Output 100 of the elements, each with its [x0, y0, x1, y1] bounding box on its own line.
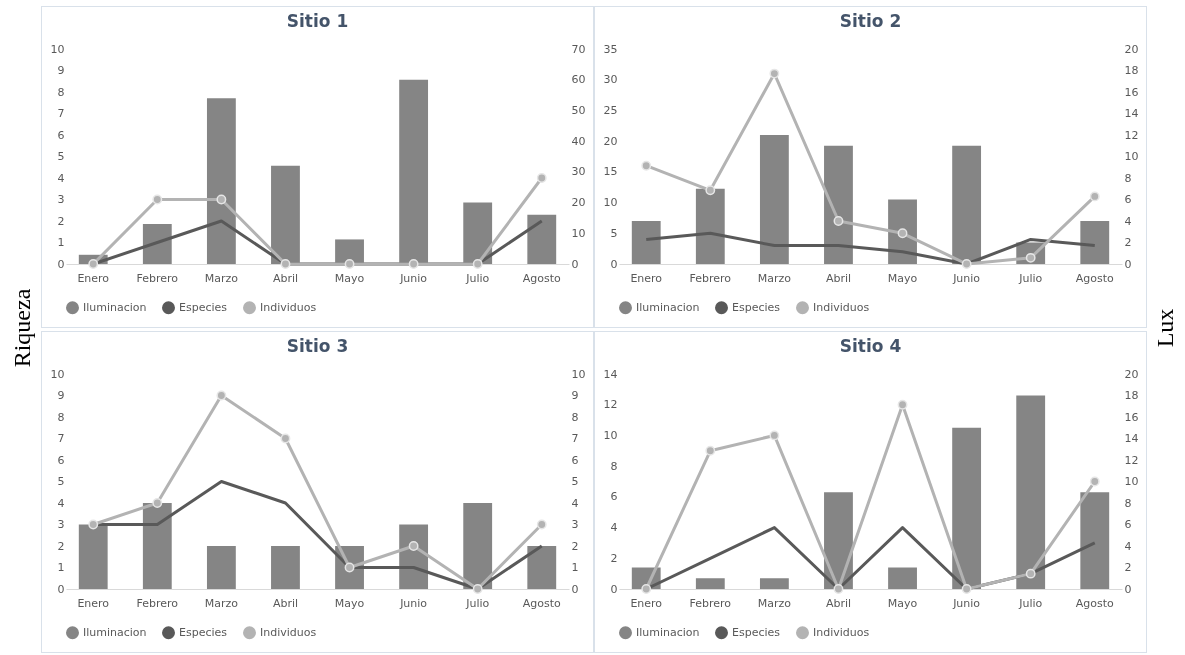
y2-tick-label: 18 — [1124, 389, 1139, 402]
y2-tick-label: 40 — [571, 134, 586, 148]
x-tick-label: Febrero — [689, 271, 732, 285]
legend-label: Especies — [179, 300, 228, 314]
y-tick-label: 25 — [603, 103, 618, 117]
y2-tick-label: 10 — [571, 367, 586, 381]
y2-tick-label: 20 — [1124, 367, 1139, 381]
point — [472, 259, 483, 269]
y2-tick-label: 10 — [1124, 150, 1139, 163]
point — [641, 160, 652, 171]
bar — [631, 221, 661, 264]
point — [344, 259, 355, 269]
y2-tick-label: 6 — [1124, 518, 1132, 531]
y-tick-label: 20 — [603, 134, 618, 148]
x-tick-label: Agosto — [522, 596, 562, 610]
y2-tick-label: 0 — [571, 257, 579, 271]
x-tick-label: Junio — [952, 596, 981, 610]
y-tick-label: 14 — [603, 367, 618, 381]
point — [216, 390, 227, 401]
chart-title: Sitio 4 — [839, 336, 902, 356]
point — [1089, 191, 1100, 202]
bar — [1016, 395, 1046, 589]
y2-tick-label: 10 — [1124, 475, 1139, 488]
y-tick-label: 5 — [57, 150, 65, 163]
x-tick-label: Abril — [825, 596, 852, 610]
bar — [695, 188, 725, 264]
x-tick-label: Enero — [630, 271, 663, 285]
legend-label: Iluminacion — [83, 300, 147, 314]
x-tick-label: Abril — [272, 271, 299, 285]
legend-label: Iluminacion — [83, 625, 147, 639]
y-tick-label: 0 — [57, 257, 65, 271]
bar — [142, 503, 172, 589]
y-tick-label: 35 — [603, 42, 618, 56]
y-tick-label: 10 — [603, 428, 618, 442]
y2-tick-label: 7 — [571, 432, 579, 445]
bar — [463, 202, 493, 264]
point — [408, 259, 419, 269]
bar — [759, 578, 789, 589]
y2-tick-label: 16 — [1124, 410, 1139, 424]
point — [216, 194, 227, 205]
x-tick-label: Febrero — [136, 596, 179, 610]
y-tick-label: 4 — [57, 171, 65, 185]
y2-tick-label: 16 — [1124, 85, 1139, 99]
y-tick-label: 12 — [603, 398, 618, 412]
bar — [888, 567, 917, 589]
y2-tick-label: 70 — [571, 42, 586, 56]
legend-label: Especies — [732, 300, 781, 314]
y2-tick-label: 6 — [571, 453, 579, 467]
x-tick-label: Mayo — [334, 596, 365, 610]
x-tick-label: Junio — [399, 596, 428, 610]
point — [152, 498, 163, 508]
y-axis-title: Riqueza — [8, 288, 36, 368]
legend-label: Especies — [179, 625, 228, 639]
y2-tick-label: 10 — [571, 226, 586, 240]
bar — [1080, 492, 1110, 589]
point — [705, 445, 716, 456]
point — [88, 259, 99, 269]
y2-tick-label: 5 — [571, 475, 579, 488]
y-tick-label: 10 — [50, 42, 65, 56]
y-tick-label: 9 — [57, 389, 65, 402]
y-tick-label: 2 — [57, 214, 65, 228]
bar — [952, 427, 982, 589]
y2-tick-label: 8 — [1124, 171, 1132, 185]
y-tick-label: 8 — [57, 85, 65, 99]
bar — [759, 135, 789, 264]
legend-label: Individuos — [260, 300, 317, 314]
x-tick-label: Mayo — [887, 271, 918, 285]
bar — [206, 546, 236, 589]
y-tick-label: 4 — [610, 521, 618, 535]
point — [897, 399, 908, 410]
point — [280, 433, 291, 444]
bar — [271, 165, 300, 264]
x-tick-label: Abril — [825, 271, 852, 285]
legend-label: Individuos — [813, 625, 870, 639]
y2-tick-label: 9 — [571, 389, 579, 402]
bar — [952, 145, 982, 264]
y-tick-label: 9 — [57, 64, 65, 77]
y2-tick-label: 1 — [571, 561, 579, 574]
chart-title: Sitio 1 — [286, 11, 349, 31]
x-tick-label: Febrero — [689, 596, 732, 610]
y-tick-label: 5 — [57, 475, 65, 488]
y-tick-label: 4 — [57, 496, 65, 510]
x-tick-label: Enero — [630, 596, 663, 610]
point — [833, 216, 844, 226]
y-tick-label: 30 — [603, 73, 618, 87]
x-tick-label: Mayo — [334, 271, 365, 285]
y-tick-label: 15 — [603, 165, 618, 179]
point — [961, 259, 972, 269]
y2-tick-label: 4 — [571, 496, 579, 510]
y-tick-label: 0 — [610, 257, 618, 271]
legend-label: Iluminacion — [636, 625, 700, 639]
y-tick-label: 8 — [610, 459, 618, 473]
x-tick-label: Junio — [952, 271, 981, 285]
y-tick-label: 10 — [603, 196, 618, 210]
x-tick-label: Julio — [1018, 271, 1043, 285]
x-tick-label: Junio — [399, 271, 428, 285]
legend-label: Especies — [732, 625, 781, 639]
point — [152, 194, 163, 205]
y-tick-label: 3 — [57, 193, 65, 206]
legend-label: Individuos — [260, 625, 317, 639]
